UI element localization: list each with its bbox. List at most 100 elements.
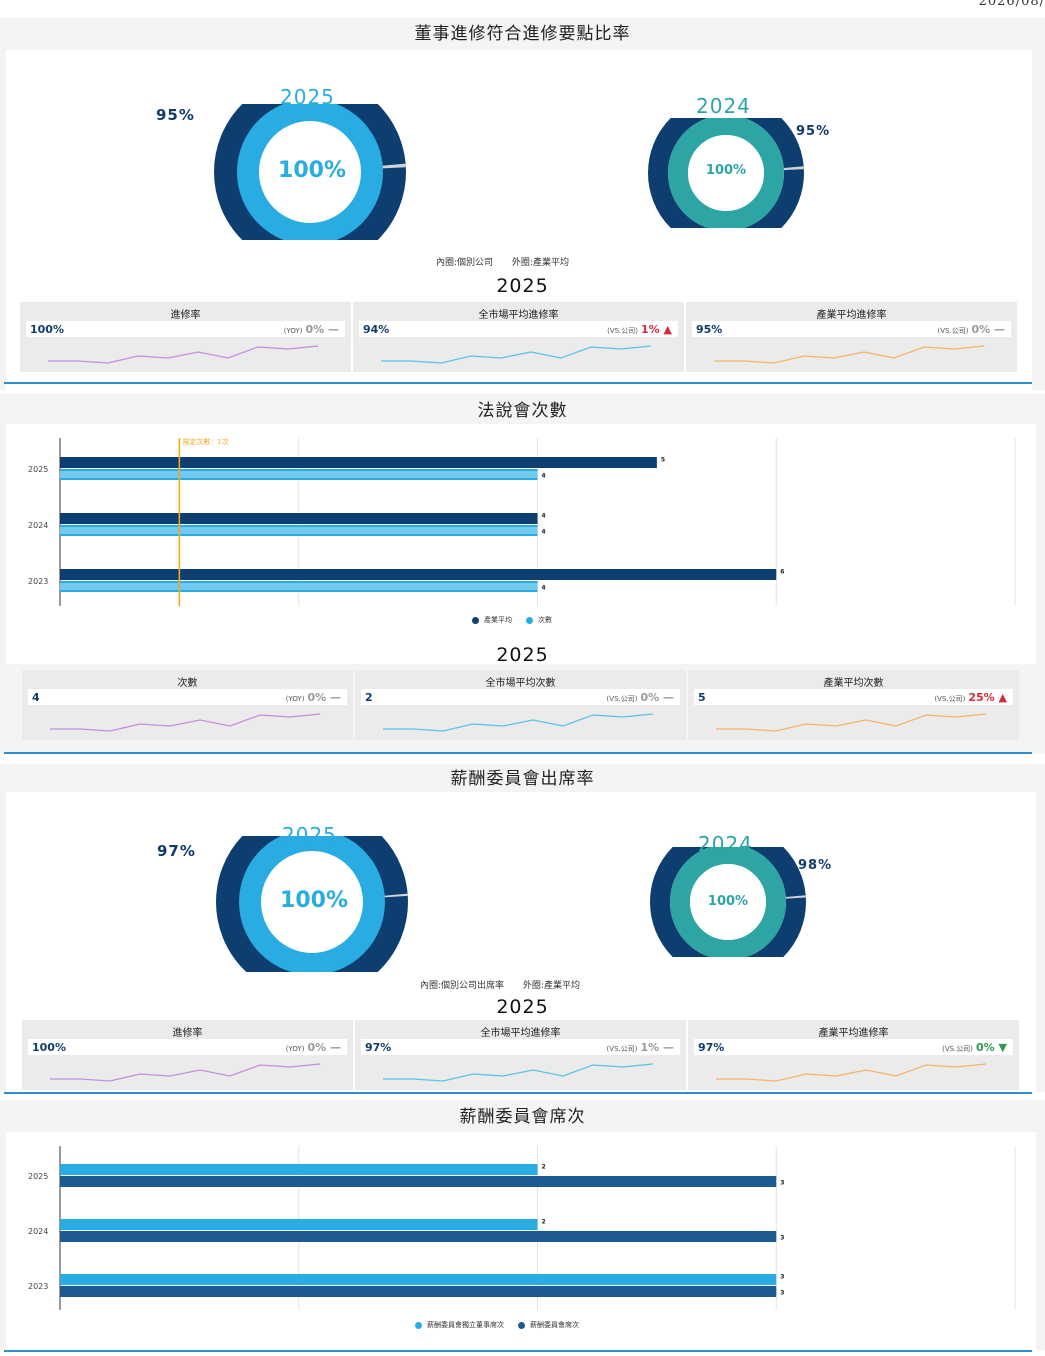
bar[interactable] — [60, 469, 538, 480]
data-label: 4 — [542, 473, 546, 480]
donut-inner-ring — [237, 104, 383, 240]
bar[interactable] — [60, 1231, 777, 1242]
bar[interactable] — [60, 1286, 777, 1297]
donut-year-2024: 2024 — [698, 832, 753, 856]
kpi-value: 97% — [698, 1041, 725, 1054]
kpi-card: 進修率 100% (YOY) 0% — — [22, 1020, 353, 1090]
kpi-sparkline — [716, 1063, 987, 1082]
kpi-trend-icon: — — [659, 1041, 674, 1054]
kpi-card: 產業平均進修率 95% (VS.公司) 0% — — [686, 302, 1017, 372]
kpi-band: 94% (VS.公司) 1% ▲ — [359, 321, 678, 337]
kpi-value: 97% — [365, 1041, 392, 1054]
kpi-trend-icon: — — [326, 1041, 341, 1054]
kpi-card: 全市場平均進修率 94% (VS.公司) 1% ▲ — [353, 302, 684, 372]
kpi-row: 次數 4 (YOY) 0% — 全市場平均次數 2 (VS.公司) 0% — 產業平均次數 5 (V… — [22, 670, 1019, 740]
kpi-sparkline — [50, 1063, 321, 1082]
kpi-compare-value: 0% — [640, 691, 660, 704]
chart-legend: 薪酬委員會獨立董事席次 薪酬委員會席次 — [415, 1320, 579, 1330]
data-label: 2 — [542, 1164, 546, 1171]
bar[interactable] — [60, 1176, 777, 1187]
kpi-compare-label: (VS.公司) — [937, 327, 969, 335]
donut-outer-ring — [650, 847, 806, 957]
donut-inner-ring — [239, 836, 385, 972]
kpi-band: 97% (VS.公司) 1% — — [361, 1039, 680, 1055]
kpi-compare: (YOY) 0% — — [286, 1041, 341, 1054]
data-label: 4 — [542, 513, 546, 520]
kpi-band: 4 (YOY) 0% — — [28, 689, 347, 705]
kpi-card: 產業平均次數 5 (VS.公司) 25% ▲ — [688, 670, 1019, 740]
kpi-sparkline — [383, 1063, 654, 1082]
donut-outer-label: 95% — [796, 124, 831, 139]
target-label: 規定次數：1次 — [182, 437, 228, 446]
legend-label: 次數 — [538, 616, 552, 624]
kpi-compare-label: (VS.公司) — [942, 1045, 974, 1053]
kpi-compare: (VS.公司) 0% — — [938, 323, 1005, 336]
donut-outer-label: 95% — [156, 106, 195, 124]
kpi-label: 進修率 — [170, 310, 201, 321]
legend-label: 產業平均 — [484, 616, 512, 624]
y-tick-label: 2023 — [28, 1282, 48, 1291]
kpi-compare-label: (YOY) — [283, 327, 303, 335]
kpi-trend-icon: — — [659, 691, 674, 704]
donut-center — [262, 852, 362, 952]
kpi-trend-icon: — — [326, 691, 341, 704]
kpi-sparkline — [383, 713, 654, 732]
legend-dot — [415, 1321, 422, 1329]
bar[interactable] — [60, 1164, 538, 1175]
donut-2024[interactable] — [646, 118, 806, 228]
chart-legend: 產業平均 次數 — [472, 615, 552, 625]
sparkline-path — [716, 1063, 987, 1082]
donut-inner-label: 100% — [278, 158, 346, 183]
data-label: 4 — [542, 585, 546, 592]
donut-legend: 內圈:個別公司 外圈:產業平均 — [436, 255, 585, 268]
bar[interactable] — [60, 525, 538, 536]
bar-highlight — [60, 471, 538, 478]
kpi-compare-value: 1% — [641, 323, 660, 336]
data-label: 6 — [780, 569, 784, 576]
bar[interactable] — [60, 1274, 777, 1285]
kpi-sparkline — [50, 713, 321, 732]
donut-2024[interactable] — [648, 847, 808, 957]
donut-outer-label: 97% — [157, 842, 196, 860]
donut-year-2025: 2025 — [282, 823, 337, 847]
kpi-band: 2 (VS.公司) 0% — — [361, 689, 680, 705]
data-label: 5 — [661, 457, 665, 464]
kpi-sparkline — [714, 345, 985, 364]
section-divider — [4, 1350, 1032, 1352]
kpi-year: 2025 — [496, 275, 549, 297]
kpi-label: 全市場平均進修率 — [478, 310, 559, 321]
kpi-band: 95% (VS.公司) 0% — — [692, 321, 1011, 337]
kpi-label: 全市場平均次數 — [485, 678, 556, 689]
bar[interactable] — [60, 457, 657, 468]
y-tick-label: 2025 — [28, 1172, 48, 1181]
kpi-value: 100% — [30, 323, 64, 336]
legend-dot — [518, 1321, 525, 1329]
kpi-trend-icon: — — [324, 323, 339, 336]
kpi-compare-label: (VS.公司) — [607, 327, 639, 335]
kpi-compare-value: 0% — [307, 691, 327, 704]
bar[interactable] — [60, 581, 538, 592]
kpi-trend-icon: ▼ — [994, 1041, 1007, 1054]
bar[interactable] — [60, 513, 538, 524]
data-label: 3 — [780, 1290, 784, 1297]
kpi-compare: (VS.公司) 0% ▼ — [942, 1041, 1007, 1054]
donut-outer-ring — [216, 836, 408, 972]
data-label: 4 — [542, 529, 546, 536]
bar[interactable] — [60, 569, 777, 580]
donut-year-2025: 2025 — [280, 85, 335, 109]
donut-2025[interactable] — [212, 836, 412, 972]
legend-item-seats[interactable]: 薪酬委員會席次 — [518, 1320, 579, 1330]
kpi-compare-value: 25% — [968, 691, 995, 704]
kpi-trend-icon: ▲ — [659, 323, 672, 336]
legend-item-industry[interactable]: 產業平均 — [472, 615, 512, 625]
sparkline-path — [50, 1063, 321, 1082]
section-title: 董事進修符合進修要點比率 — [414, 24, 631, 44]
kpi-year: 2025 — [496, 996, 549, 1018]
sparkline-path — [383, 1063, 654, 1082]
kpi-compare-label: (YOY) — [285, 695, 305, 703]
donut-2025[interactable] — [210, 104, 410, 240]
bar[interactable] — [60, 1219, 538, 1230]
legend-item-independent[interactable]: 薪酬委員會獨立董事席次 — [415, 1320, 504, 1330]
kpi-compare: (VS.公司) 1% — — [607, 1041, 674, 1054]
legend-item-count[interactable]: 次數 — [526, 615, 552, 625]
